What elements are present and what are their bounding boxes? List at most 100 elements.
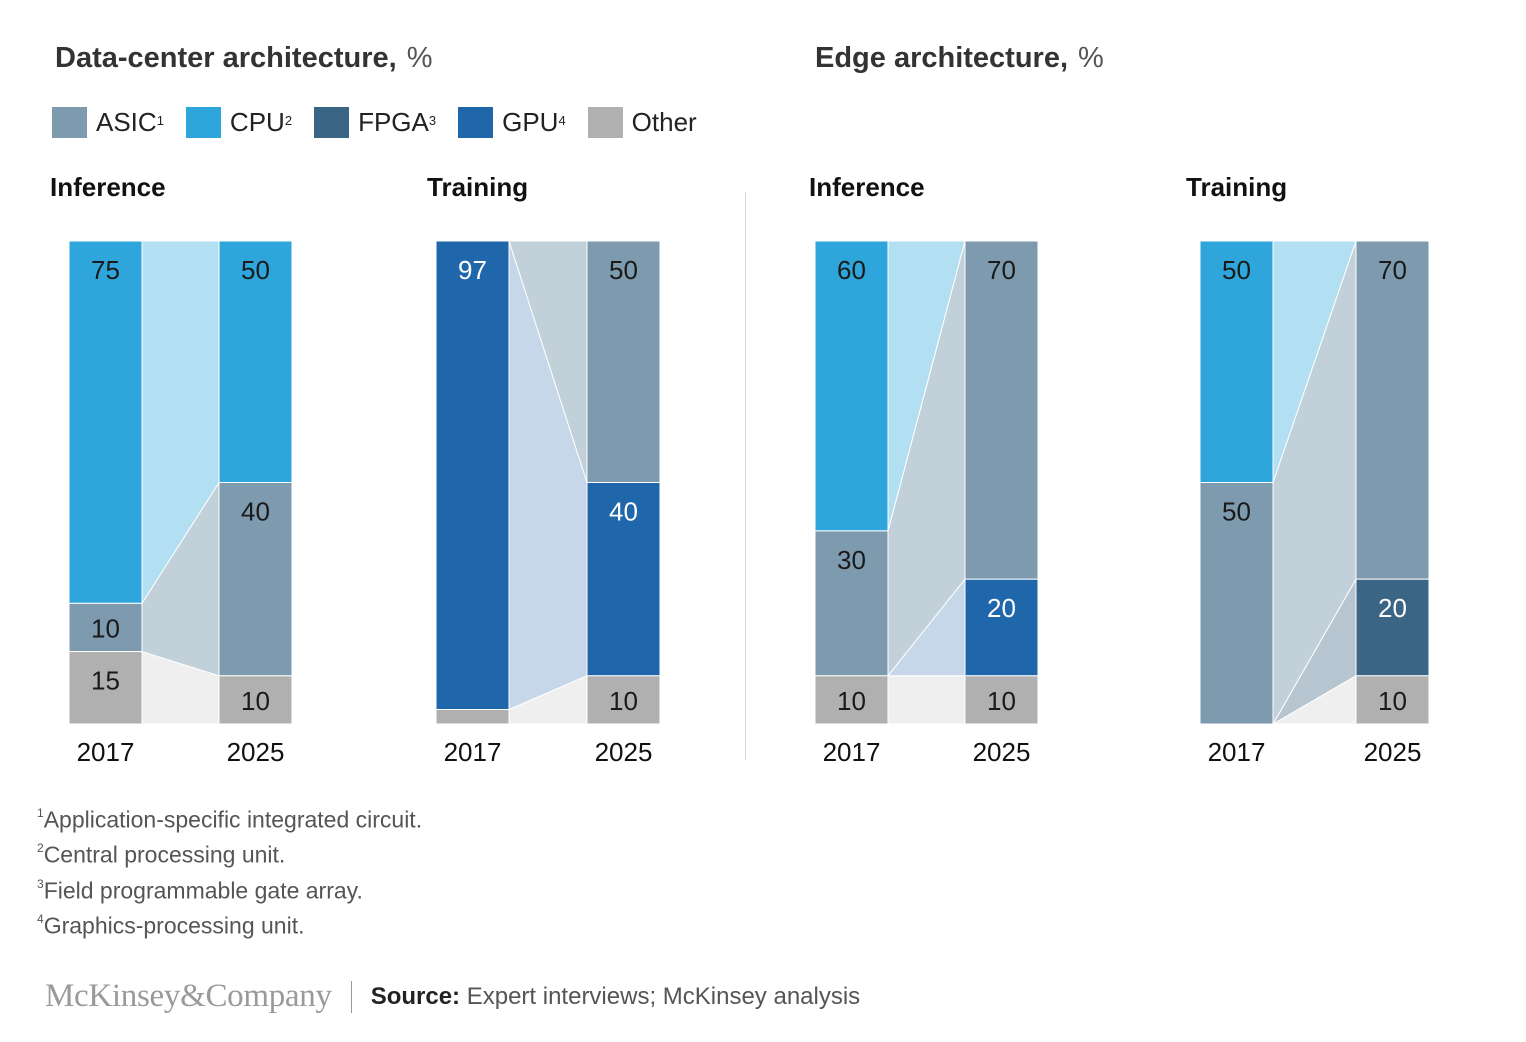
section-title-text: Data-center architecture, xyxy=(55,42,397,74)
bar-segment-other xyxy=(435,709,510,725)
legend-swatch xyxy=(587,107,623,138)
data-label: 40 xyxy=(241,497,270,527)
footnote-number: 3 xyxy=(37,876,44,891)
panel-title-dc-inference: Inference xyxy=(50,172,166,202)
legend-label: Other xyxy=(631,107,697,137)
year-label: 2017 xyxy=(1208,737,1266,767)
data-label: 10 xyxy=(91,613,120,643)
data-label: 20 xyxy=(987,593,1016,623)
footnote: 3Field programmable gate array. xyxy=(37,871,422,906)
bar-segment-gpu xyxy=(586,482,661,677)
footnote: 2Central processing unit. xyxy=(37,835,422,870)
bar-segment-other xyxy=(218,675,293,725)
data-label: 50 xyxy=(1222,497,1251,527)
legend-footnote-ref: 3 xyxy=(428,113,437,128)
legend-item-asic: ASIC 1 xyxy=(52,107,164,138)
footnote: 4Graphics-processing unit. xyxy=(37,906,422,941)
data-label: 70 xyxy=(987,255,1016,285)
data-label: 50 xyxy=(609,255,638,285)
bar-segment-cpu xyxy=(1199,240,1274,483)
bar-segment-asic xyxy=(814,530,889,677)
footnote-number: 2 xyxy=(37,841,44,856)
year-label: 2017 xyxy=(77,737,135,767)
legend-footnote-ref: 2 xyxy=(284,113,293,128)
footnotes: 1Application-specific integrated circuit… xyxy=(37,800,422,941)
bar-segment-asic xyxy=(68,602,143,653)
data-label: 50 xyxy=(1222,255,1251,285)
mckinsey-logo: McKinsey&Company xyxy=(45,978,332,1014)
panel-title-edge-training: Training xyxy=(1186,172,1288,202)
data-label: 10 xyxy=(837,686,866,716)
legend-label: GPU xyxy=(502,107,559,137)
source-text: Expert interviews; McKinsey analysis xyxy=(460,982,861,1010)
legend-swatch xyxy=(185,107,221,138)
footnote-number: 4 xyxy=(37,912,44,927)
legend-label: CPU xyxy=(229,107,285,137)
chart-canvas: 15 10 10 40 75 50 2017 2025 10 97 40 50 2017 2025 10 10… xyxy=(68,192,1430,767)
bar-segment-other xyxy=(814,675,889,725)
bar-segment-asic xyxy=(586,240,661,483)
footnote-text: Graphics-processing unit. xyxy=(43,912,305,939)
legend-footnote-ref: 1 xyxy=(156,113,164,128)
section-unit: % xyxy=(406,42,433,74)
data-label: 15 xyxy=(91,666,120,696)
data-label: 70 xyxy=(1378,255,1407,285)
footnote: 1Application-specific integrated circuit… xyxy=(37,800,422,835)
bar-segment-asic xyxy=(218,482,293,677)
data-label: 60 xyxy=(837,255,866,285)
data-label: 10 xyxy=(609,686,638,716)
legend-swatch xyxy=(52,107,87,138)
legend-item-fpga: FPGA 3 xyxy=(314,107,436,138)
data-label: 30 xyxy=(837,545,866,575)
year-label: 2017 xyxy=(444,737,502,767)
data-label: 40 xyxy=(609,497,638,527)
legend-item-other: Other xyxy=(587,107,697,138)
legend-footnote-ref: 4 xyxy=(558,113,566,128)
data-label: 20 xyxy=(1378,593,1407,623)
section-title-edge: Edge architecture,% xyxy=(815,42,1104,75)
year-label: 2025 xyxy=(595,737,653,767)
year-label: 2025 xyxy=(227,737,285,767)
bar-segment-gpu xyxy=(435,240,510,711)
data-label: 75 xyxy=(91,255,120,285)
section-unit: % xyxy=(1078,42,1104,74)
year-label: 2025 xyxy=(1364,737,1422,767)
connector-band-other xyxy=(887,675,966,725)
bar-segment-cpu xyxy=(814,240,889,532)
bar-segment-asic xyxy=(964,240,1039,580)
footnote-number: 1 xyxy=(37,806,44,820)
bar-segment-asic xyxy=(1355,240,1430,580)
footer-divider xyxy=(350,980,352,1013)
year-label: 2017 xyxy=(823,737,881,767)
legend-item-cpu: CPU 2 xyxy=(185,107,293,138)
footnote-text: Application-specific integrated circuit. xyxy=(43,806,423,833)
data-label: 10 xyxy=(987,686,1016,716)
bar-segment-other xyxy=(586,675,661,725)
bar-segment-other xyxy=(68,651,143,725)
section-title-text: Edge architecture, xyxy=(815,42,1069,74)
source-label: Source: xyxy=(370,982,461,1010)
bar-segment-cpu xyxy=(68,240,143,604)
data-label: 97 xyxy=(458,255,487,285)
data-label: 10 xyxy=(241,686,270,716)
legend-swatch xyxy=(458,107,494,138)
bar-segment-other xyxy=(964,675,1039,725)
panel-title-edge-inference: Inference xyxy=(809,172,925,202)
section-title-data-center: Data-center architecture,% xyxy=(55,42,432,75)
source-note: Source: Expert interviews; McKinsey anal… xyxy=(371,983,861,1011)
data-label: 50 xyxy=(241,255,270,285)
bar-segment-gpu xyxy=(964,578,1039,677)
footnote-text: Field programmable gate array. xyxy=(43,877,363,904)
data-label: 10 xyxy=(1378,686,1407,716)
footer: McKinsey&Company Source: Expert intervie… xyxy=(45,978,860,1015)
legend: ASIC 1 CPU 2 FPGA 3 GPU 4 Other xyxy=(52,107,719,138)
legend-item-gpu: GPU 4 xyxy=(458,107,566,138)
panel-title-dc-training: Training xyxy=(427,172,529,202)
year-label: 2025 xyxy=(973,737,1031,767)
legend-swatch xyxy=(314,107,350,138)
bar-segment-cpu xyxy=(218,240,293,483)
bar-segment-asic xyxy=(1199,482,1274,725)
legend-label: FPGA xyxy=(358,107,429,137)
legend-label: ASIC xyxy=(96,107,157,137)
footnote-text: Central processing unit. xyxy=(43,842,286,869)
